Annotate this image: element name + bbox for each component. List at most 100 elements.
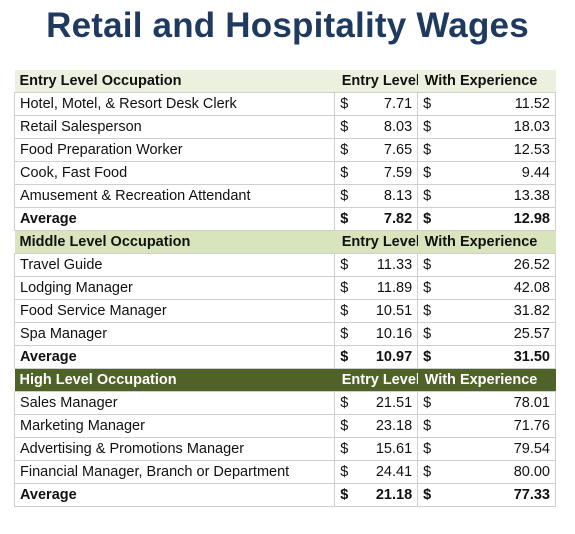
entry-wage: 15.61 xyxy=(355,437,419,461)
experience-wage: 42.08 xyxy=(438,276,557,300)
average-row: Average $7.82 $12.98 xyxy=(13,207,557,231)
currency-symbol: $ xyxy=(417,184,439,208)
currency-symbol: $ xyxy=(334,437,356,461)
occupation-name: Retail Salesperson xyxy=(13,115,336,139)
currency-symbol: $ xyxy=(334,253,356,277)
entry-wage: 10.51 xyxy=(355,299,419,323)
table-row: Sales Manager $21.51 $78.01 xyxy=(13,391,557,415)
entry-wage: 7.59 xyxy=(355,161,419,185)
average-label: Average xyxy=(13,483,336,507)
currency-symbol: $ xyxy=(334,207,356,231)
table-row: Spa Manager $10.16 $25.57 xyxy=(13,322,557,346)
average-label: Average xyxy=(13,207,336,231)
occupation-name: Cook, Fast Food xyxy=(13,161,336,185)
entry-wage: 11.89 xyxy=(355,276,419,300)
currency-symbol: $ xyxy=(417,437,439,461)
currency-symbol: $ xyxy=(417,460,439,484)
currency-symbol: $ xyxy=(334,460,356,484)
table-row: Food Service Manager $10.51 $31.82 xyxy=(13,299,557,323)
wages-table: Entry Level Occupation Entry Level With Ex… xyxy=(13,70,557,507)
currency-symbol: $ xyxy=(334,115,356,139)
occupation-name: Lodging Manager xyxy=(13,276,336,300)
currency-symbol: $ xyxy=(334,184,356,208)
average-experience-wage: 12.98 xyxy=(438,207,557,231)
currency-symbol: $ xyxy=(334,161,356,185)
occupation-name: Hotel, Motel, & Resort Desk Clerk xyxy=(13,92,336,116)
occupation-name: Amusement & Recreation Attendant xyxy=(13,184,336,208)
currency-symbol: $ xyxy=(417,92,439,116)
section-title: Entry Level Occupation xyxy=(14,70,335,93)
entry-level-column-header: Entry Level xyxy=(334,230,418,254)
experience-wage: 31.82 xyxy=(438,299,557,323)
currency-symbol: $ xyxy=(417,391,439,415)
with-experience-column-header: With Experience xyxy=(417,70,556,93)
experience-wage: 25.57 xyxy=(438,322,557,346)
experience-wage: 26.52 xyxy=(438,253,557,277)
entry-wage: 21.51 xyxy=(355,391,419,415)
with-experience-column-header: With Experience xyxy=(417,368,556,392)
wages-table-body: Entry Level Occupation Entry Level With Ex… xyxy=(13,70,557,507)
occupation-name: Food Preparation Worker xyxy=(13,138,336,162)
entry-wage: 10.16 xyxy=(355,322,419,346)
currency-symbol: $ xyxy=(417,483,439,507)
occupation-name: Advertising & Promotions Manager xyxy=(13,437,336,461)
table-row: Amusement & Recreation Attendant $8.13 $13… xyxy=(13,184,557,208)
currency-symbol: $ xyxy=(334,483,356,507)
entry-level-header-row: Entry Level Occupation Entry Level With Ex… xyxy=(14,70,556,93)
entry-wage: 8.03 xyxy=(355,115,419,139)
entry-wage: 23.18 xyxy=(355,414,419,438)
currency-symbol: $ xyxy=(334,92,356,116)
currency-symbol: $ xyxy=(417,414,439,438)
table-row: Cook, Fast Food $7.59 $9.44 xyxy=(13,161,557,185)
currency-symbol: $ xyxy=(417,138,439,162)
entry-wage: 7.71 xyxy=(355,92,419,116)
entry-wage: 24.41 xyxy=(355,460,419,484)
page-title: Retail and Hospitality Wages xyxy=(46,6,529,45)
table-row: Travel Guide $11.33 $26.52 xyxy=(13,253,557,277)
experience-wage: 9.44 xyxy=(438,161,557,185)
occupation-name: Travel Guide xyxy=(13,253,336,277)
entry-wage: 8.13 xyxy=(355,184,419,208)
currency-symbol: $ xyxy=(417,115,439,139)
table-row: Marketing Manager $23.18 $71.76 xyxy=(13,414,557,438)
average-row: Average $21.18 $77.33 xyxy=(13,483,557,507)
currency-symbol: $ xyxy=(334,299,356,323)
experience-wage: 12.53 xyxy=(438,138,557,162)
high-level-header-row: High Level Occupation Entry Level With Exp… xyxy=(14,368,556,392)
table-row: Advertising & Promotions Manager $15.61 $7… xyxy=(13,437,557,461)
currency-symbol: $ xyxy=(417,276,439,300)
currency-symbol: $ xyxy=(334,391,356,415)
average-experience-wage: 77.33 xyxy=(438,483,557,507)
section-title: Middle Level Occupation xyxy=(14,230,335,254)
average-row: Average $10.97 $31.50 xyxy=(13,345,557,369)
entry-level-column-header: Entry Level xyxy=(334,368,418,392)
experience-wage: 13.38 xyxy=(438,184,557,208)
table-row: Retail Salesperson $8.03 $18.03 xyxy=(13,115,557,139)
table-row: Lodging Manager $11.89 $42.08 xyxy=(13,276,557,300)
currency-symbol: $ xyxy=(334,138,356,162)
entry-level-column-header: Entry Level xyxy=(334,70,418,93)
average-experience-wage: 31.50 xyxy=(438,345,557,369)
occupation-name: Marketing Manager xyxy=(13,414,336,438)
average-entry-wage: 10.97 xyxy=(355,345,419,369)
average-label: Average xyxy=(13,345,336,369)
experience-wage: 79.54 xyxy=(438,437,557,461)
experience-wage: 78.01 xyxy=(438,391,557,415)
currency-symbol: $ xyxy=(417,322,439,346)
experience-wage: 18.03 xyxy=(438,115,557,139)
currency-symbol: $ xyxy=(334,276,356,300)
table-row: Food Preparation Worker $7.65 $12.53 xyxy=(13,138,557,162)
currency-symbol: $ xyxy=(417,345,439,369)
occupation-name: Financial Manager, Branch or Department xyxy=(13,460,336,484)
entry-wage: 11.33 xyxy=(355,253,419,277)
table-row: Hotel, Motel, & Resort Desk Clerk $7.71 $1… xyxy=(13,92,557,116)
currency-symbol: $ xyxy=(417,207,439,231)
currency-symbol: $ xyxy=(334,345,356,369)
currency-symbol: $ xyxy=(334,322,356,346)
occupation-name: Spa Manager xyxy=(13,322,336,346)
currency-symbol: $ xyxy=(334,414,356,438)
middle-level-header-row: Middle Level Occupation Entry Level With E… xyxy=(14,230,556,254)
currency-symbol: $ xyxy=(417,299,439,323)
experience-wage: 11.52 xyxy=(438,92,557,116)
experience-wage: 71.76 xyxy=(438,414,557,438)
